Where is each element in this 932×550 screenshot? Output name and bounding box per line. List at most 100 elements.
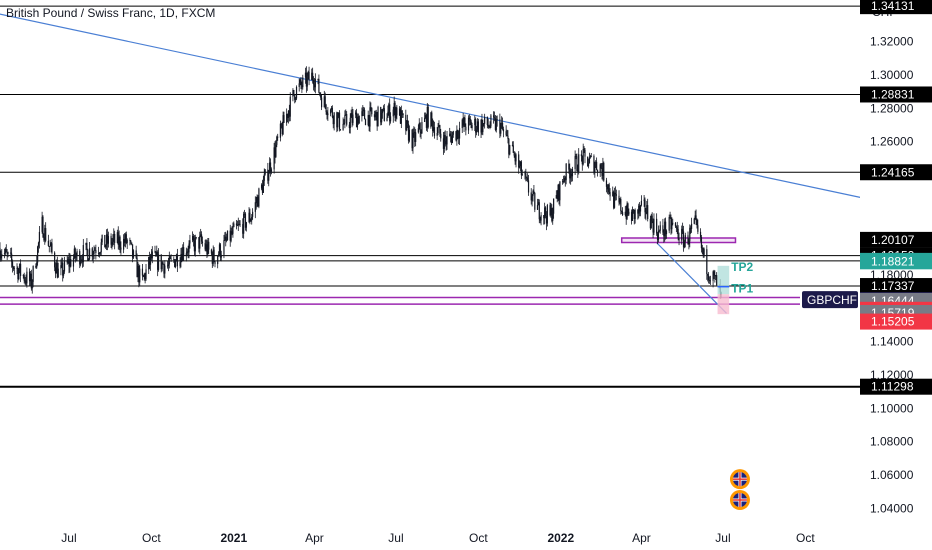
candle-body — [695, 215, 697, 220]
candle-body — [603, 162, 605, 181]
candle-body — [85, 242, 87, 246]
candle-body — [668, 217, 670, 231]
candle-body — [496, 119, 498, 121]
candle-body — [166, 265, 169, 267]
candle-body — [237, 224, 239, 226]
candle-body — [583, 149, 585, 150]
candle-body — [575, 156, 577, 157]
candle-body — [249, 212, 251, 222]
candle-body — [286, 113, 288, 123]
candle-body — [646, 205, 648, 214]
candle-body — [374, 114, 376, 118]
candle-body — [633, 209, 635, 220]
y-tick-label: 1.06000 — [870, 468, 914, 482]
candle-body — [590, 155, 592, 157]
candle-body — [444, 134, 446, 141]
candle-body — [331, 107, 333, 117]
candle-body — [206, 244, 208, 255]
candle-body — [110, 236, 112, 245]
candle-body — [86, 242, 88, 250]
tp1-label: TP1 — [731, 282, 753, 296]
candle-body — [106, 234, 108, 245]
candle-body — [76, 251, 78, 257]
candle-body — [388, 104, 390, 112]
candle-body — [124, 234, 127, 243]
candle-body — [254, 202, 256, 212]
candle-body — [451, 134, 453, 143]
candle-body — [292, 89, 294, 97]
candle-body — [88, 258, 90, 261]
candle-body — [688, 241, 690, 245]
candle-body — [450, 136, 453, 143]
candle-body — [377, 107, 379, 127]
candle-body — [480, 119, 482, 133]
candle-body — [72, 257, 75, 267]
candle-body — [386, 117, 388, 121]
price-tag-bg — [860, 253, 932, 270]
candle-body — [126, 239, 128, 243]
candle-body — [559, 181, 561, 201]
candle-body — [351, 113, 353, 123]
candle-body — [608, 184, 610, 193]
candle-body — [294, 94, 296, 100]
candle-body — [0, 255, 2, 259]
candle-body — [440, 133, 442, 139]
stop-loss-zone — [717, 294, 730, 315]
candle-body — [442, 138, 445, 149]
candle-body — [224, 236, 226, 241]
time-axis[interactable]: Jul Oct 2021 Apr Jul Oct 2022 Apr Jul Oct — [61, 531, 815, 545]
candle-body — [432, 120, 434, 131]
candle-body — [470, 121, 472, 129]
y-tick-label: 1.12000 — [870, 368, 914, 382]
candle-body — [665, 230, 668, 235]
y-tick-label: 1.14000 — [870, 335, 914, 349]
candle-body — [430, 112, 432, 128]
candle-body — [653, 218, 655, 233]
candle-body — [236, 225, 238, 227]
candle-body — [45, 228, 47, 241]
candle-body — [638, 205, 640, 214]
candle-body — [11, 261, 14, 267]
candle-body — [258, 188, 260, 207]
candle-body — [99, 252, 101, 254]
candle-body — [539, 219, 541, 221]
candle-body — [81, 259, 84, 263]
candle-body — [647, 205, 649, 219]
candle-body — [443, 134, 445, 149]
candle-body — [551, 208, 553, 221]
candle-body — [104, 234, 106, 248]
event-markers[interactable] — [729, 469, 750, 510]
candle-body — [662, 225, 664, 233]
candle-body — [664, 221, 666, 237]
candle-body — [494, 118, 496, 130]
candle-body — [487, 125, 489, 127]
candle-body — [180, 254, 182, 263]
candle-body — [95, 250, 97, 254]
candle-body — [132, 250, 135, 258]
candle-body — [558, 184, 560, 201]
candle-body — [19, 263, 21, 271]
candle-body — [495, 120, 497, 130]
candle-body — [288, 110, 290, 117]
position-tool[interactable]: TP2 TP1 — [717, 260, 754, 315]
price-axis[interactable]: CHF1.040001.060001.080001.100001.120001.… — [870, 5, 914, 515]
candle-body — [659, 225, 661, 231]
candle-body — [593, 155, 595, 173]
candle-body — [383, 108, 385, 121]
candle-body — [47, 240, 49, 246]
candle-body — [35, 266, 37, 268]
y-tick-label: 1.04000 — [870, 501, 914, 515]
candle-body — [314, 79, 316, 88]
candle-body — [337, 116, 339, 128]
candle-body — [264, 169, 266, 175]
candle-body — [438, 125, 440, 128]
candle-body — [217, 254, 220, 257]
candle-body — [628, 211, 630, 215]
candle-body — [601, 168, 603, 176]
candle-body — [614, 192, 617, 195]
candle-body — [513, 152, 515, 156]
candle-body — [581, 156, 583, 165]
candle-body — [199, 235, 201, 249]
candle-body — [80, 259, 83, 261]
